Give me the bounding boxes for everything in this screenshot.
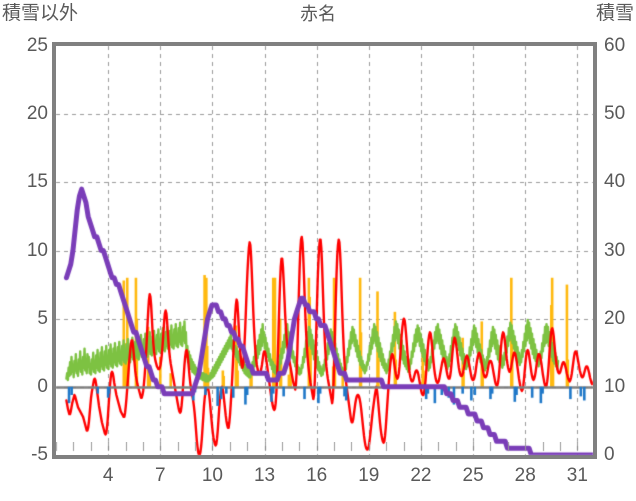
right-axis-tick: 10 [604,375,626,397]
right-axis-tick: 30 [604,239,626,261]
x-axis-tick: 4 [102,465,114,486]
right-axis-tick: 0 [604,444,615,465]
left-axis-tick: 10 [26,239,48,261]
right-axis-title: 積雪 [595,3,634,24]
x-axis-tick: 25 [462,465,484,486]
chart-title: 赤名 [300,4,336,24]
right-axis-tick: 20 [604,307,626,329]
x-axis-tick: 19 [358,465,380,486]
x-axis-tick: 16 [306,465,328,486]
right-axis-tick: 40 [604,171,626,193]
data-layer [52,42,597,459]
right-axis-tick: 50 [604,103,626,125]
left-axis-title: 積雪以外 [2,3,79,24]
x-axis-tick: 22 [410,465,432,486]
left-axis-tick: 20 [26,103,48,125]
left-axis-tick: 15 [26,171,48,193]
x-axis-tick: 13 [253,465,276,486]
x-axis-tick: 31 [566,465,588,486]
left-axis-tick: 5 [37,307,48,329]
x-axis-tick: 10 [201,465,223,486]
x-axis-tick: 28 [514,465,536,486]
x-axis-tick: 7 [154,465,166,486]
left-axis-tick: 0 [37,375,48,397]
left-axis-tick: -5 [31,444,48,465]
left-axis-tick: 25 [26,35,48,56]
axis-ticks [52,442,597,460]
right-axis-tick: 60 [604,35,626,56]
